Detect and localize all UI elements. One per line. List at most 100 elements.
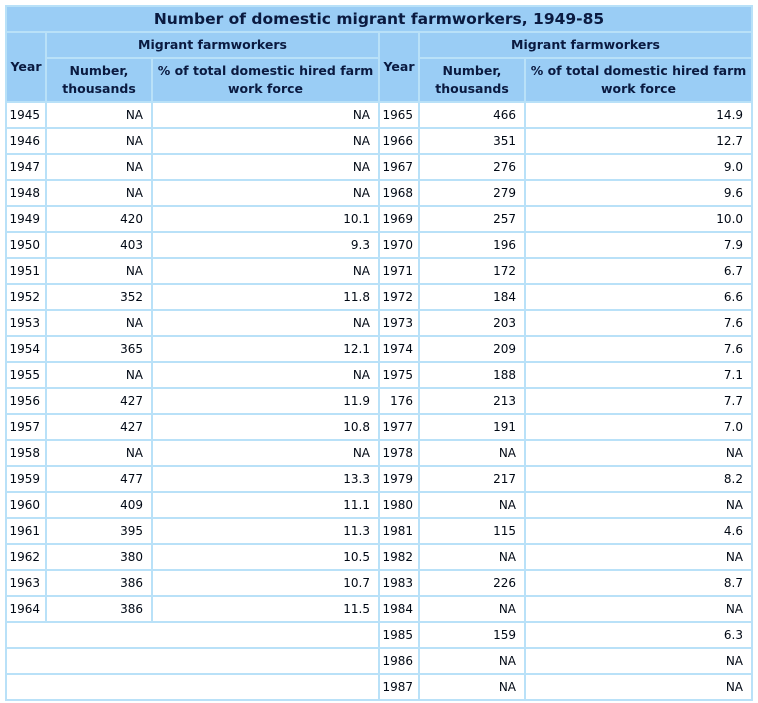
year-cell: 1968: [380, 181, 418, 205]
percent-cell: 9.3: [153, 233, 378, 257]
percent-cell: NA: [526, 545, 752, 569]
table-row: 1945 NA NA 1965 466 14.9: [7, 103, 752, 127]
percent-cell: 10.5: [153, 545, 378, 569]
year-cell: 1982: [380, 545, 418, 569]
percent-cell: NA: [526, 441, 752, 465]
table-row: 1964 386 11.5 1984 NA NA: [7, 597, 752, 621]
percent-cell: 9.6: [526, 181, 752, 205]
percent-cell: NA: [153, 311, 378, 335]
year-cell: 1980: [380, 493, 418, 517]
year-cell: 1967: [380, 155, 418, 179]
year-cell: 1962: [7, 545, 45, 569]
number-cell: 477: [47, 467, 151, 491]
number-cell: 351: [420, 129, 524, 153]
number-header-right: Number, thousands: [420, 59, 524, 101]
number-cell: NA: [47, 155, 151, 179]
number-cell: 209: [420, 337, 524, 361]
farmworkers-table: Number of domestic migrant farmworkers, …: [5, 5, 754, 701]
table-row: 1946 NA NA 1966 351 12.7: [7, 129, 752, 153]
year-header-right: Year: [380, 33, 418, 101]
percent-cell: 12.7: [526, 129, 752, 153]
column-header-row: Number, thousands % of total domestic hi…: [7, 59, 752, 101]
year-cell: 1963: [7, 571, 45, 595]
number-cell: 213: [420, 389, 524, 413]
year-cell: 1977: [380, 415, 418, 439]
percent-cell: 6.3: [526, 623, 752, 647]
year-cell: 1971: [380, 259, 418, 283]
percent-cell: 13.3: [153, 467, 378, 491]
table-row: 1987 NA NA: [7, 675, 752, 699]
number-cell: 279: [420, 181, 524, 205]
percent-cell: 8.7: [526, 571, 752, 595]
year-cell: 1948: [7, 181, 45, 205]
year-cell: 1952: [7, 285, 45, 309]
percent-cell: NA: [153, 103, 378, 127]
year-cell: 1984: [380, 597, 418, 621]
percent-cell: 8.2: [526, 467, 752, 491]
percent-cell: 7.9: [526, 233, 752, 257]
number-cell: NA: [420, 441, 524, 465]
number-cell: NA: [420, 545, 524, 569]
percent-cell: 10.0: [526, 207, 752, 231]
number-cell: 191: [420, 415, 524, 439]
percent-cell: 10.8: [153, 415, 378, 439]
year-cell: 1946: [7, 129, 45, 153]
empty-cell: [7, 649, 378, 673]
percent-cell: 11.1: [153, 493, 378, 517]
number-cell: 203: [420, 311, 524, 335]
percent-cell: NA: [526, 597, 752, 621]
percent-cell: NA: [153, 441, 378, 465]
number-cell: NA: [47, 363, 151, 387]
number-cell: 403: [47, 233, 151, 257]
year-header-left: Year: [7, 33, 45, 101]
number-cell: NA: [47, 103, 151, 127]
percent-cell: 9.0: [526, 155, 752, 179]
table-row: 1957 427 10.8 1977 191 7.0: [7, 415, 752, 439]
percent-cell: 10.1: [153, 207, 378, 231]
number-cell: 196: [420, 233, 524, 257]
group-header-left: Migrant farmworkers: [47, 33, 378, 57]
year-cell: 1953: [7, 311, 45, 335]
number-cell: 352: [47, 285, 151, 309]
year-cell: 1959: [7, 467, 45, 491]
year-cell: 1950: [7, 233, 45, 257]
year-cell: 1966: [380, 129, 418, 153]
percent-cell: 7.7: [526, 389, 752, 413]
number-cell: NA: [420, 493, 524, 517]
percent-cell: NA: [526, 649, 752, 673]
number-cell: NA: [47, 181, 151, 205]
number-cell: 386: [47, 571, 151, 595]
number-header-left: Number, thousands: [47, 59, 151, 101]
table-row: 1952 352 11.8 1972 184 6.6: [7, 285, 752, 309]
table-row: 1958 NA NA 1978 NA NA: [7, 441, 752, 465]
year-cell: 1987: [380, 675, 418, 699]
table-row: 1985 159 6.3: [7, 623, 752, 647]
number-cell: 184: [420, 285, 524, 309]
number-cell: 386: [47, 597, 151, 621]
number-cell: 257: [420, 207, 524, 231]
number-cell: 409: [47, 493, 151, 517]
percent-cell: 6.7: [526, 259, 752, 283]
year-cell: 1964: [7, 597, 45, 621]
percent-cell: NA: [153, 129, 378, 153]
year-cell: 1949: [7, 207, 45, 231]
year-cell: 1972: [380, 285, 418, 309]
number-cell: 466: [420, 103, 524, 127]
number-cell: NA: [47, 441, 151, 465]
number-cell: 365: [47, 337, 151, 361]
year-cell: 1961: [7, 519, 45, 543]
percent-cell: NA: [153, 259, 378, 283]
number-cell: NA: [47, 311, 151, 335]
number-cell: NA: [420, 597, 524, 621]
number-cell: 395: [47, 519, 151, 543]
percent-cell: 7.0: [526, 415, 752, 439]
group-header-row: Year Migrant farmworkers Year Migrant fa…: [7, 33, 752, 101]
percent-cell: 7.6: [526, 311, 752, 335]
number-cell: 276: [420, 155, 524, 179]
number-cell: 420: [47, 207, 151, 231]
number-cell: NA: [47, 259, 151, 283]
year-cell: 1957: [7, 415, 45, 439]
percent-cell: 10.7: [153, 571, 378, 595]
number-cell: 427: [47, 415, 151, 439]
table-row: 1948 NA NA 1968 279 9.6: [7, 181, 752, 205]
